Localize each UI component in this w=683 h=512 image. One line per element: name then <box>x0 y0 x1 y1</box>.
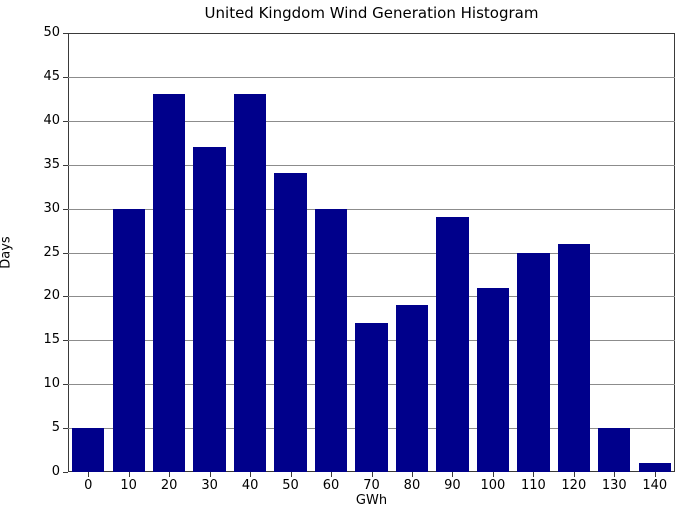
y-tick-label-10: 10 <box>43 376 60 392</box>
histogram-bar-80 <box>395 305 429 472</box>
y-tick-mark <box>63 384 68 386</box>
y-tick-mark <box>63 252 68 254</box>
x-tick-label-30: 30 <box>201 478 218 493</box>
x-tick-label-110: 110 <box>520 478 546 493</box>
x-tick-label-100: 100 <box>480 478 506 493</box>
histogram-bar-90 <box>436 217 469 472</box>
y-tick-mark <box>63 428 68 430</box>
histogram-bar-10 <box>112 208 145 472</box>
x-tick-mark <box>128 472 130 477</box>
y-tick-label-0: 0 <box>51 464 60 479</box>
x-tick-label-70: 70 <box>363 478 380 493</box>
x-tick-label-0: 0 <box>84 478 93 493</box>
x-tick-mark <box>533 472 535 477</box>
histogram-bar-0 <box>72 428 105 472</box>
chart-title: United Kingdom Wind Generation Histogram <box>204 4 539 22</box>
x-tick-label-80: 80 <box>403 478 421 493</box>
x-tick-mark <box>492 472 494 477</box>
gridline-y-40 <box>68 120 675 122</box>
y-tick-mark <box>63 120 68 122</box>
histogram-bar-20 <box>152 94 186 472</box>
histogram-bar-50 <box>274 173 307 472</box>
y-tick-label-50: 50 <box>43 25 60 40</box>
x-tick-label-60: 60 <box>322 478 340 493</box>
x-tick-mark <box>614 472 616 477</box>
y-tick-label-20: 20 <box>43 288 60 304</box>
histogram-bar-40 <box>233 94 267 472</box>
y-tick-label-30: 30 <box>43 200 60 216</box>
x-tick-mark <box>371 472 373 477</box>
x-tick-label-20: 20 <box>160 478 178 493</box>
y-axis-label: Days <box>0 236 14 269</box>
histogram-bar-60 <box>314 208 348 472</box>
x-tick-mark <box>290 472 292 477</box>
gridline-y-35 <box>68 164 675 166</box>
histogram-bar-120 <box>557 243 590 472</box>
x-tick-label-90: 90 <box>444 478 461 493</box>
x-tick-label-120: 120 <box>561 478 587 493</box>
y-tick-mark <box>63 340 68 342</box>
histogram-bar-100 <box>476 287 510 472</box>
x-tick-mark <box>573 472 575 477</box>
y-tick-label-25: 25 <box>43 244 60 260</box>
x-tick-label-40: 40 <box>241 478 259 493</box>
x-tick-label-130: 130 <box>601 478 627 493</box>
x-tick-mark <box>411 472 413 477</box>
y-tick-mark <box>63 76 68 78</box>
histogram-bar-110 <box>517 252 550 472</box>
x-tick-mark <box>654 472 656 477</box>
y-tick-label-45: 45 <box>43 68 60 84</box>
x-tick-label-140: 140 <box>642 478 668 493</box>
y-tick-label-35: 35 <box>43 156 60 172</box>
x-tick-mark <box>88 472 90 477</box>
gridline-y-45 <box>68 76 675 78</box>
histogram-bar-70 <box>355 322 388 472</box>
histogram-bar-30 <box>193 147 226 472</box>
x-tick-mark <box>331 472 333 477</box>
gridline-y-20 <box>68 296 675 298</box>
histogram-bar-140 <box>638 463 671 472</box>
x-tick-label-10: 10 <box>120 478 137 493</box>
x-axis-label: GWh <box>355 493 388 508</box>
y-tick-mark <box>63 472 68 473</box>
y-tick-mark <box>63 296 68 298</box>
y-tick-mark <box>63 164 68 166</box>
histogram-bar-130 <box>598 428 631 472</box>
y-tick-label-40: 40 <box>43 112 60 128</box>
y-tick-mark <box>63 208 68 210</box>
x-tick-mark <box>169 472 171 477</box>
x-tick-mark <box>452 472 454 477</box>
x-tick-mark <box>209 472 211 477</box>
x-tick-label-50: 50 <box>282 478 299 493</box>
x-tick-mark <box>250 472 252 477</box>
gridline-y-25 <box>68 252 675 254</box>
plot-area <box>68 33 675 472</box>
y-tick-label-5: 5 <box>51 420 60 436</box>
y-tick-mark <box>63 33 68 34</box>
gridline-y-30 <box>68 208 675 210</box>
y-tick-label-15: 15 <box>43 332 60 348</box>
